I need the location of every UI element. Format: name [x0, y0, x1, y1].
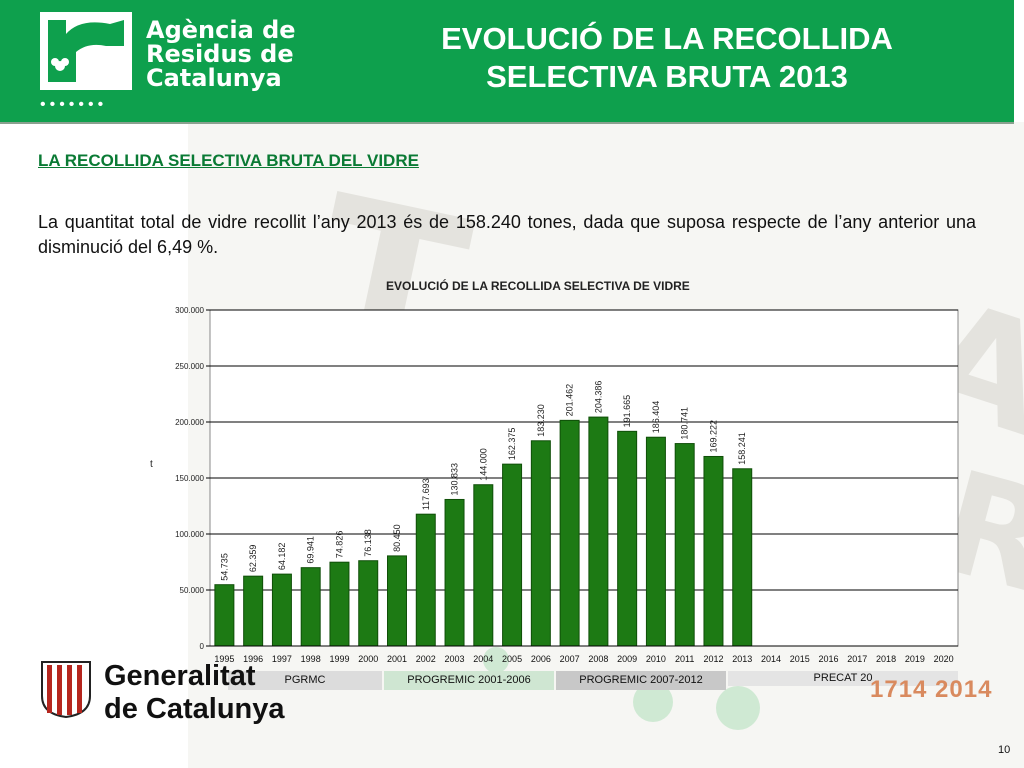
- x-tick-label: 2013: [732, 654, 752, 664]
- page-title: EVOLUCIÓ DE LA RECOLLIDA SELECTIVA BRUTA…: [402, 20, 932, 96]
- x-tick-label: 2011: [675, 654, 694, 664]
- x-tick-label: 2006: [531, 654, 551, 664]
- bar-value-label: 74.826: [334, 531, 344, 559]
- generalitat-logo-line: Generalitat: [104, 660, 256, 692]
- bar: [358, 560, 379, 647]
- plan-label-progremic-2007: PROGREMIC 2007-2012: [556, 671, 726, 690]
- bar: [473, 484, 494, 647]
- generalitat-logo-text: Generalitat de Catalunya: [104, 660, 285, 726]
- x-tick-label: 2001: [387, 654, 407, 664]
- logo-dots-decoration: •••••••: [40, 96, 108, 113]
- bar-value-label: 54.735: [219, 553, 229, 581]
- x-tick-label: 2008: [588, 654, 608, 664]
- x-tick-label: 2000: [358, 654, 378, 664]
- agency-logo-line: Residus de: [146, 40, 294, 68]
- bar-value-label: 183.230: [536, 404, 546, 437]
- x-tick-label: 2009: [617, 654, 637, 664]
- chart-title: EVOLUCIÓ DE LA RECOLLIDA SELECTIVA DE VI…: [386, 279, 690, 293]
- x-tick-label: 2010: [646, 654, 666, 664]
- bar: [617, 430, 638, 647]
- bar-value-label: 80.450: [392, 524, 402, 552]
- y-tick-label: 50.000: [180, 586, 205, 595]
- bar-value-label: 117.693: [421, 478, 431, 510]
- y-axis-label: t: [150, 459, 153, 470]
- x-tick-label: 2012: [703, 654, 723, 664]
- agency-logo-line: Agència de: [146, 16, 296, 44]
- x-tick-label: 2002: [416, 654, 436, 664]
- anniversary-watermark: 1714 2014: [870, 676, 993, 703]
- page-number: 10: [998, 744, 1011, 756]
- bar-value-label: 201.462: [565, 384, 575, 417]
- bar: [271, 573, 292, 647]
- x-tick-label: 2016: [819, 654, 839, 664]
- glass-collection-bar-chart: 0 50.000 100.000 150.000 200.000 250.000 300.0…: [150, 306, 959, 664]
- x-tick-label: 1997: [272, 654, 292, 664]
- page-title-line: EVOLUCIÓ DE LA RECOLLIDA: [441, 21, 893, 56]
- bar-value-label: 144.000: [478, 448, 488, 481]
- bar-value-label: 180.741: [680, 407, 690, 440]
- x-tick-label: 2015: [790, 654, 810, 664]
- arc-logo-icon: [40, 12, 132, 90]
- y-tick-label: 250.000: [175, 362, 204, 371]
- x-tick-label: 2003: [445, 654, 465, 664]
- bar-value-label: 169.222: [708, 420, 718, 453]
- bar: [588, 416, 609, 647]
- bar: [444, 498, 465, 647]
- bar-value-label: 130.833: [450, 463, 460, 496]
- y-tick-label: 300.000: [175, 306, 204, 315]
- x-tick-label: 2020: [934, 654, 954, 664]
- header-bar: Agència de Residus de Catalunya ••••••• …: [0, 0, 1014, 124]
- bar: [732, 468, 753, 647]
- plan-label-progremic-2001: PROGREMIC 2001-2006: [384, 671, 554, 690]
- section-heading: LA RECOLLIDA SELECTIVA BRUTA DEL VIDRE: [38, 151, 419, 170]
- x-tick-label: 1998: [301, 654, 321, 664]
- bar-value-label: 62.359: [248, 545, 258, 573]
- bar: [243, 575, 264, 647]
- bar: [415, 513, 436, 647]
- bar: [329, 561, 350, 647]
- bar: [214, 584, 235, 647]
- generalitat-shield-icon: [41, 661, 91, 718]
- bar: [559, 419, 580, 647]
- plan-label-pgrmc: PGRMC: [228, 671, 382, 690]
- x-tick-label: 1996: [243, 654, 263, 664]
- bar: [645, 436, 666, 647]
- bar-value-label: 69.941: [306, 536, 316, 564]
- bar-value-label: 158.241: [737, 432, 747, 465]
- bar: [300, 567, 321, 647]
- x-tick-label: 2007: [560, 654, 580, 664]
- x-tick-label: 2017: [847, 654, 867, 664]
- bar: [703, 455, 724, 647]
- bar-value-label: 204.386: [593, 381, 603, 414]
- y-tick-label: 150.000: [175, 474, 204, 483]
- intro-paragraph: La quantitat total de vidre recollit l’a…: [38, 212, 976, 257]
- y-tick-label: 100.000: [175, 530, 204, 539]
- watermark-dot: [483, 647, 509, 673]
- bar: [387, 555, 407, 647]
- y-tick-label: 0: [200, 642, 205, 651]
- bar-value-label: 191.665: [622, 395, 632, 428]
- x-tick-label: 2019: [905, 654, 925, 664]
- x-tick-label: 2004: [473, 654, 493, 664]
- bar-value-label: 76.138: [363, 529, 373, 557]
- bar-value-label: 64.182: [277, 543, 287, 571]
- x-tick-label: 2005: [502, 654, 522, 664]
- page-title-line: SELECTIVA BRUTA 2013: [486, 59, 848, 94]
- agency-logo-text: Agència de Residus de Catalunya: [146, 18, 296, 90]
- x-tick-label: 1999: [329, 654, 349, 664]
- bar-value-label: 186.404: [651, 401, 661, 434]
- x-tick-label: 1995: [214, 654, 234, 664]
- y-tick-label: 200.000: [175, 418, 204, 427]
- x-tick-label: 2014: [761, 654, 781, 664]
- plan-label-precat: PRECAT 20: [728, 671, 958, 686]
- agency-logo-line: Catalunya: [146, 64, 282, 92]
- bar-value-label: 162.375: [507, 428, 517, 461]
- bar: [502, 463, 523, 647]
- bar: [530, 440, 551, 647]
- bar: [674, 443, 695, 647]
- generalitat-logo-line: de Catalunya: [104, 693, 285, 725]
- x-tick-label: 2018: [876, 654, 896, 664]
- watermark-dot: [716, 686, 760, 730]
